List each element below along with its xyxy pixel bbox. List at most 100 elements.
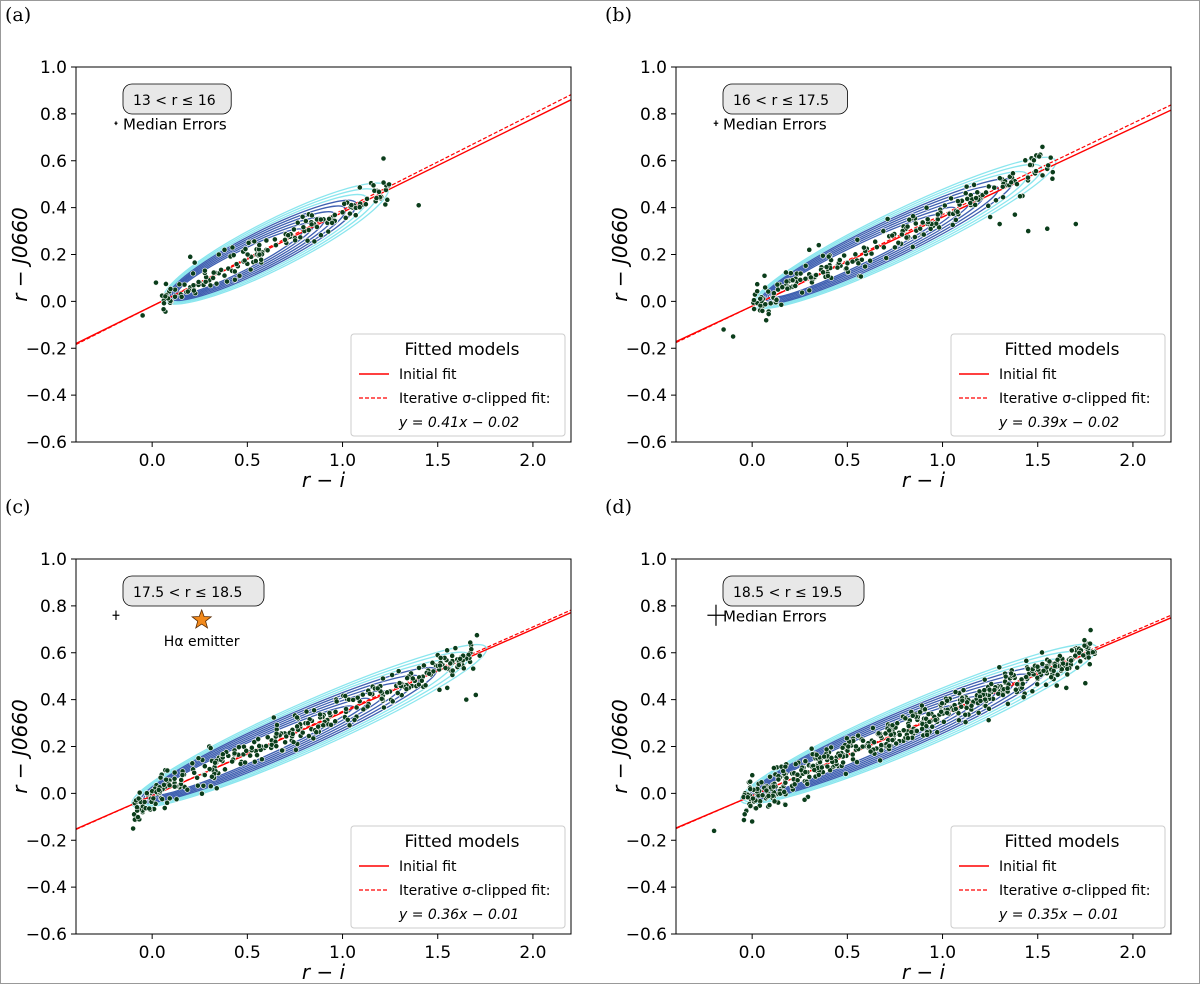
data-point	[783, 278, 790, 285]
data-point	[221, 272, 228, 279]
legend-iterative-label: Iterative σ-clipped fit:	[999, 883, 1150, 899]
data-point	[285, 232, 292, 239]
data-point	[802, 275, 809, 282]
data-point	[1068, 647, 1075, 654]
data-point	[242, 759, 248, 766]
legend-box	[350, 825, 566, 929]
data-point	[273, 730, 280, 737]
data-point	[437, 655, 444, 661]
data-point	[720, 326, 727, 333]
data-point	[973, 195, 979, 201]
data-point	[789, 277, 796, 284]
data-point	[331, 212, 338, 218]
data-point	[815, 772, 822, 778]
data-point	[948, 195, 954, 202]
data-point	[986, 686, 993, 693]
data-point	[954, 198, 961, 205]
data-point	[200, 782, 207, 789]
data-point	[320, 722, 327, 729]
data-point	[1053, 682, 1060, 689]
initial-fit-line	[676, 109, 1171, 343]
data-point	[821, 753, 828, 760]
data-point	[1008, 670, 1015, 677]
data-point	[251, 758, 258, 765]
data-point	[248, 744, 255, 751]
data-point	[860, 737, 866, 744]
data-point	[162, 293, 169, 300]
x-tick-label: 2.0	[1119, 943, 1146, 963]
data-point	[1063, 685, 1070, 691]
data-point	[986, 705, 992, 712]
data-point	[291, 226, 297, 233]
data-point	[811, 767, 818, 773]
data-point	[877, 757, 884, 764]
data-point	[889, 722, 896, 729]
data-point	[292, 237, 299, 244]
data-point	[255, 736, 262, 743]
data-point	[955, 710, 962, 717]
data-point	[815, 242, 822, 249]
data-point	[1046, 658, 1053, 665]
data-point	[841, 252, 848, 259]
data-point	[230, 252, 237, 259]
data-point	[923, 723, 930, 730]
data-point	[264, 247, 271, 254]
data-point	[476, 652, 483, 659]
data-point	[971, 181, 977, 188]
x-tick-label: 0.5	[234, 451, 261, 471]
data-point	[983, 189, 989, 196]
data-point	[370, 182, 377, 189]
chart-panel: (c) 0.0 0.5 1.0 1.5 2.0 −0.6 −0.4 −0.2 0.0 0.2 0.4 0…	[5, 496, 572, 984]
data-point	[981, 687, 988, 694]
data-point	[972, 201, 979, 208]
data-point	[792, 761, 799, 767]
data-point	[279, 747, 285, 754]
y-tick-label: 0.0	[40, 292, 67, 312]
data-point	[1074, 664, 1081, 671]
data-point	[1034, 674, 1041, 681]
data-point	[1052, 663, 1058, 669]
data-point	[974, 189, 981, 196]
data-point	[922, 706, 928, 713]
data-point	[967, 200, 974, 206]
data-point	[1023, 657, 1030, 664]
data-point	[360, 706, 367, 713]
data-point	[820, 269, 826, 276]
data-point	[962, 719, 969, 726]
data-point	[354, 694, 361, 701]
data-point	[884, 216, 891, 222]
data-point	[929, 723, 936, 730]
legend-box	[950, 825, 1166, 929]
data-point	[1019, 680, 1026, 687]
data-point	[325, 228, 332, 235]
data-point	[396, 680, 403, 686]
data-point	[293, 746, 299, 753]
data-point	[898, 231, 905, 238]
data-point	[207, 783, 214, 790]
data-point	[912, 234, 918, 240]
data-point	[251, 238, 258, 245]
data-point	[759, 308, 766, 314]
data-point	[889, 737, 896, 744]
data-point	[1060, 660, 1066, 667]
data-point	[778, 301, 785, 308]
y-tick-label: 0.8	[640, 105, 667, 125]
data-point	[394, 690, 401, 696]
data-point	[842, 771, 849, 777]
legend-equation: y = 0.36x − 0.01	[398, 907, 519, 923]
data-point	[271, 236, 278, 243]
data-point	[840, 759, 846, 766]
data-point	[418, 677, 425, 684]
data-point	[741, 811, 748, 818]
data-point	[823, 264, 830, 270]
data-point	[294, 714, 300, 721]
data-point	[880, 244, 887, 251]
x-axis-label: r − i	[302, 960, 346, 983]
y-tick-label: 0.2	[640, 246, 667, 266]
data-point	[317, 711, 323, 718]
data-point	[184, 288, 191, 295]
data-point	[429, 659, 436, 666]
data-point	[787, 270, 794, 277]
data-point	[823, 746, 830, 753]
data-point	[919, 219, 926, 226]
